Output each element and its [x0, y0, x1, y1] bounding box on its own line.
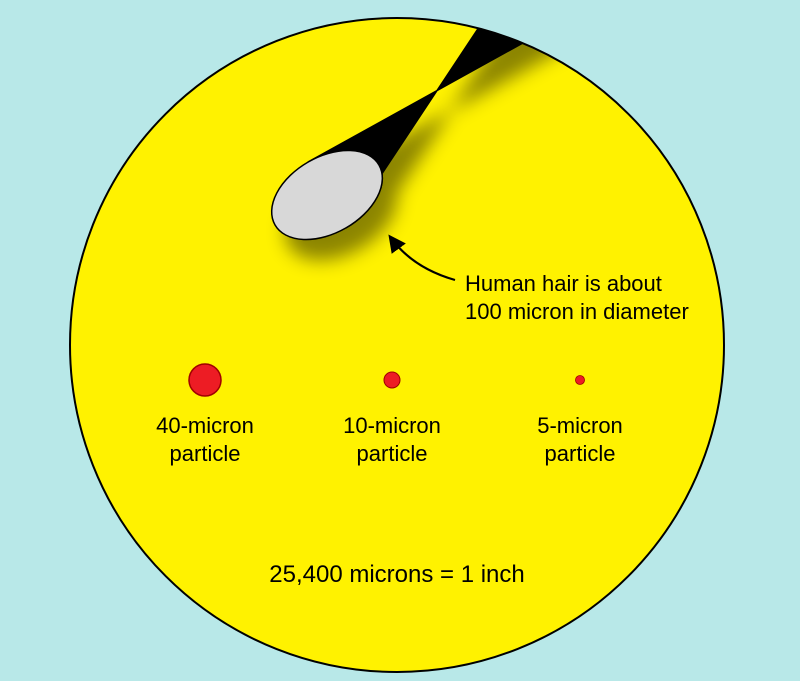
particle-label-line1: 5-micron	[537, 413, 623, 438]
hair-label: Human hair is about 100 micron in diamet…	[465, 270, 689, 325]
conversion-footer: 25,400 microns = 1 inch	[269, 560, 524, 590]
diagram-canvas: Human hair is about 100 micron in diamet…	[0, 0, 800, 681]
hair-label-line2: 100 micron in diameter	[465, 299, 689, 324]
particle-label-line1: 40-micron	[156, 413, 254, 438]
particle-label-line1: 10-micron	[343, 413, 441, 438]
particle-label-line2: particle	[545, 441, 616, 466]
hair-label-line1: Human hair is about	[465, 271, 662, 296]
particle-label-5: 5-micron particle	[537, 412, 623, 467]
particle-label-line2: particle	[357, 441, 428, 466]
particle-label-10: 10-micron particle	[343, 412, 441, 467]
particle-dot-5	[576, 376, 585, 385]
particle-label-40: 40-micron particle	[156, 412, 254, 467]
particle-dot-40	[189, 364, 221, 396]
particle-dot-10	[384, 372, 400, 388]
particle-label-line2: particle	[170, 441, 241, 466]
conversion-text: 25,400 microns = 1 inch	[269, 561, 524, 588]
